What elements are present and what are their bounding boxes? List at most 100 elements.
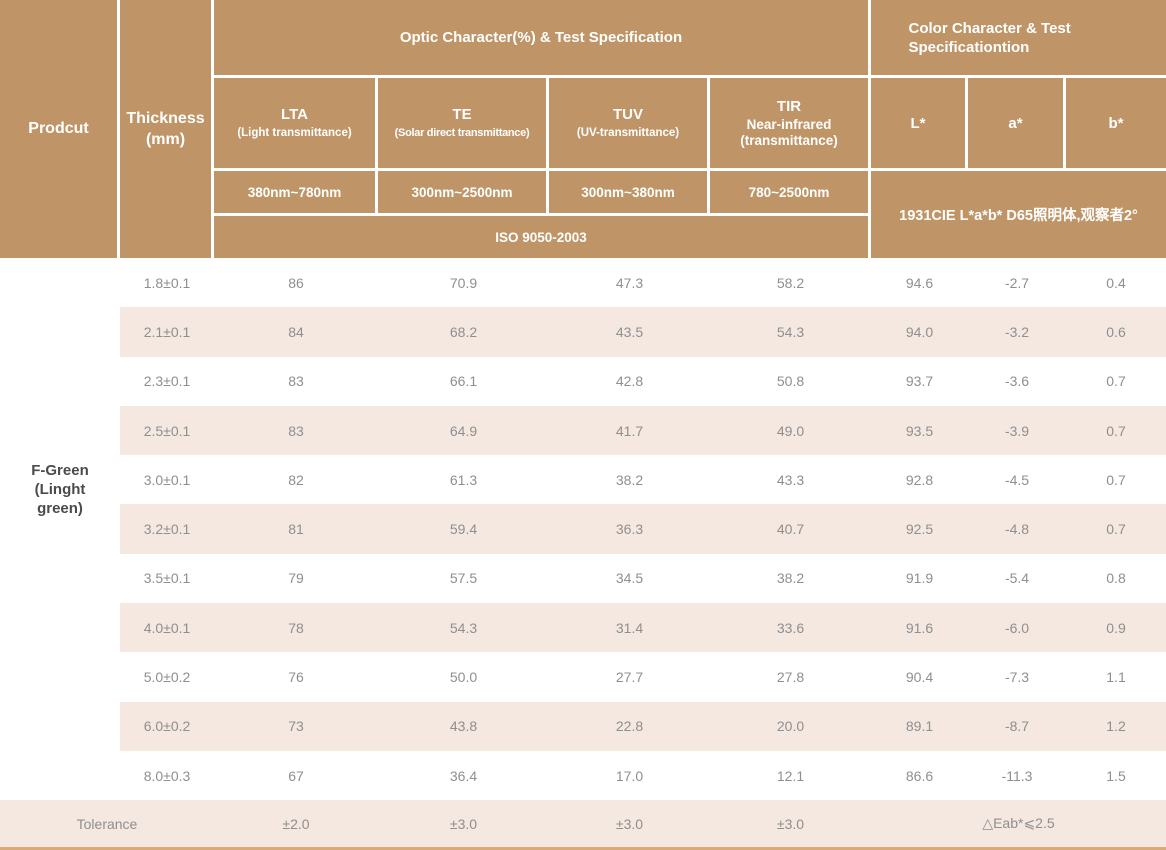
cell-lta: 83 [288, 373, 304, 390]
cell-tuv: 42.8 [615, 373, 644, 390]
cell-astar: -7.3 [1004, 669, 1030, 686]
cell-te: 43.8 [449, 718, 478, 735]
cell-lstar: 94.0 [905, 323, 934, 340]
cell-tir: 40.7 [776, 521, 805, 538]
cell-lta: 78 [288, 619, 304, 636]
tolerance-label: Tolerance [76, 815, 138, 832]
cell-tir: 50.8 [776, 373, 805, 390]
cell-lstar: 89.1 [905, 718, 934, 735]
table-row: 1.8±0.1 86 70.9 47.3 58.2 94.6 -2.7 0.4 [120, 258, 1166, 308]
thickness-label-line1: Thickness [126, 110, 205, 127]
table-row: 3.5±0.1 79 57.5 34.5 38.2 91.9 -5.4 0.8 [120, 553, 1166, 604]
tolerance-tir: ±3.0 [776, 815, 805, 832]
tolerance-row: Tolerance ±2.0 ±3.0 ±3.0 ±3.0 △Eab*⩽2.5 [0, 800, 1166, 850]
cell-lstar: 91.9 [905, 570, 934, 587]
cell-tir: 27.8 [776, 669, 805, 686]
cell-lta: 76 [288, 669, 304, 686]
table-row: 2.1±0.1 84 68.2 43.5 54.3 94.0 -3.2 0.6 [120, 307, 1166, 357]
cell-tir: 33.6 [776, 619, 805, 636]
cell-astar: -5.4 [1004, 570, 1030, 587]
cell-thickness: 6.0±0.2 [143, 718, 191, 735]
cell-lta: 86 [288, 274, 304, 291]
product-name-line1: F-Green [31, 461, 89, 479]
cell-lstar: 90.4 [905, 669, 934, 686]
product-cell: F-Green (Linght green) [0, 258, 120, 801]
column-header-lstar: L* [871, 78, 965, 168]
cell-thickness: 5.0±0.2 [143, 669, 191, 686]
range-lta: 380nm~780nm [214, 171, 375, 213]
cell-thickness: 3.0±0.1 [143, 471, 191, 488]
cell-astar: -3.6 [1004, 373, 1030, 390]
lta-desc: (Light transmittance) [237, 127, 352, 139]
cell-astar: -4.5 [1004, 471, 1030, 488]
thickness-column-header: Thickness (mm) [120, 0, 211, 258]
cell-lta: 67 [288, 767, 304, 784]
cell-lstar: 92.8 [905, 471, 934, 488]
cell-bstar: 0.9 [1106, 619, 1126, 636]
cell-bstar: 0.7 [1106, 471, 1126, 488]
cell-bstar: 0.4 [1106, 274, 1126, 291]
cell-lstar: 93.7 [905, 373, 934, 390]
cell-tuv: 34.5 [615, 570, 644, 587]
cell-lta: 73 [288, 718, 304, 735]
range-tuv: 300nm~380nm [549, 171, 707, 213]
cell-bstar: 0.6 [1106, 323, 1126, 340]
cell-bstar: 0.7 [1106, 521, 1126, 538]
cell-thickness: 2.5±0.1 [143, 422, 191, 439]
table-row: 3.2±0.1 81 59.4 36.3 40.7 92.5 -4.8 0.7 [120, 504, 1166, 554]
cell-thickness: 3.5±0.1 [143, 570, 191, 587]
cell-tuv: 31.4 [615, 619, 644, 636]
cell-te: 64.9 [449, 422, 478, 439]
product-name-line3: green) [37, 499, 83, 517]
tir-desc: Near-infrared [746, 117, 832, 132]
table-body: F-Green (Linght green) 1.8±0.1 86 70.9 4… [0, 258, 1166, 801]
color-section-title-text: Color Character & Test Specificationtion [908, 19, 1071, 56]
cell-astar: -3.2 [1004, 323, 1030, 340]
cell-bstar: 0.7 [1106, 422, 1126, 439]
cell-tir: 43.3 [776, 471, 805, 488]
cell-te: 70.9 [449, 274, 478, 291]
cell-te: 57.5 [449, 570, 478, 587]
cell-tuv: 27.7 [615, 669, 644, 686]
tolerance-lta: ±2.0 [282, 815, 310, 832]
table-row: 5.0±0.2 76 50.0 27.7 27.8 90.4 -7.3 1.1 [120, 652, 1166, 702]
table-row: 3.0±0.1 82 61.3 38.2 43.3 92.8 -4.5 0.7 [120, 455, 1166, 505]
cell-astar: -4.8 [1004, 521, 1030, 538]
cell-te: 61.3 [449, 471, 478, 488]
table-row: 2.3±0.1 83 66.1 42.8 50.8 93.7 -3.6 0.7 [120, 356, 1166, 406]
cell-astar: -8.7 [1004, 718, 1030, 735]
cell-tir: 54.3 [776, 323, 805, 340]
cell-tuv: 38.2 [615, 471, 644, 488]
column-header-bstar: b* [1066, 78, 1166, 168]
cell-bstar: 1.1 [1106, 669, 1126, 686]
cell-thickness: 4.0±0.1 [143, 619, 191, 636]
product-column-header: Prodcut [0, 0, 117, 258]
cell-tir: 20.0 [776, 718, 805, 735]
cell-lta: 82 [288, 471, 304, 488]
cell-bstar: 0.7 [1106, 373, 1126, 390]
cell-lstar: 92.5 [905, 521, 934, 538]
table-header: Prodcut Thickness (mm) Optic Character(%… [0, 0, 1166, 258]
cell-thickness: 1.8±0.1 [143, 274, 191, 291]
cell-tir: 58.2 [776, 274, 805, 291]
te-abbr: TE [452, 106, 472, 123]
cell-thickness: 2.3±0.1 [143, 373, 191, 390]
cell-lstar: 86.6 [905, 767, 934, 784]
tir-abbr: TIR [776, 98, 802, 115]
product-name-line2: (Linght [34, 480, 86, 498]
cell-lstar: 94.6 [905, 274, 934, 291]
range-te: 300nm~2500nm [378, 171, 546, 213]
table-row: 6.0±0.2 73 43.8 22.8 20.0 89.1 -8.7 1.2 [120, 701, 1166, 751]
lta-abbr: LTA [281, 106, 308, 123]
optic-section-title: Optic Character(%) & Test Specification [214, 0, 868, 75]
cell-te: 68.2 [449, 323, 478, 340]
cell-bstar: 0.8 [1106, 570, 1126, 587]
cell-tuv: 36.3 [615, 521, 644, 538]
cell-astar: -3.9 [1004, 422, 1030, 439]
data-rows: 1.8±0.1 86 70.9 47.3 58.2 94.6 -2.7 0.4 … [120, 258, 1166, 801]
cell-lta: 83 [288, 422, 304, 439]
tuv-abbr: TUV [613, 106, 643, 123]
cell-te: 50.0 [449, 669, 478, 686]
column-header-te: TE (Solar direct transmittance) [378, 78, 546, 168]
